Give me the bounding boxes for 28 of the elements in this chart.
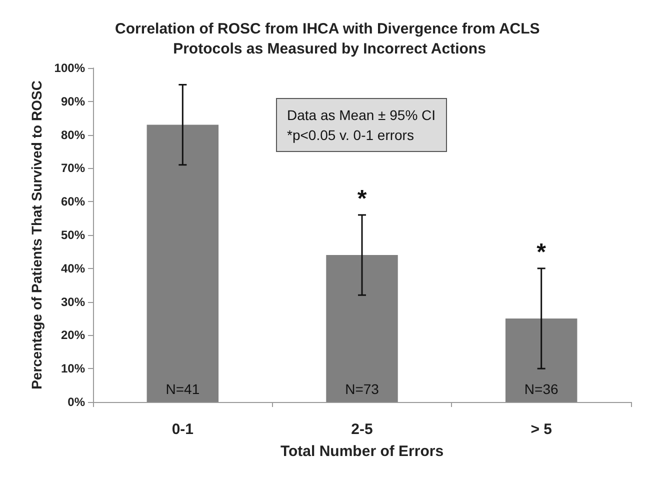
annotation: N=36	[524, 381, 558, 397]
annotation: *	[357, 185, 368, 212]
bar	[505, 318, 578, 402]
annotation: *	[536, 238, 547, 266]
y-tick-label: 0%	[68, 395, 86, 409]
annotation: N=41	[166, 381, 200, 397]
y-axis-title: Percentage of Patients That Survived to ROSC	[28, 80, 44, 390]
y-tick-label: 40%	[60, 261, 86, 276]
annotation: *p<0.05 v. 0-1 errors	[287, 126, 415, 145]
bar	[146, 124, 219, 402]
y-tick-label: 10%	[60, 362, 86, 376]
annotation: N=73	[345, 381, 380, 397]
bar	[326, 255, 398, 402]
x-tick-label: > 5	[530, 421, 552, 438]
x-tick-label: 0-1	[172, 421, 194, 438]
y-tick-label: 70%	[60, 161, 86, 176]
y-tick-label: 90%	[60, 94, 86, 108]
chart-title: Correlation of ROSC from IHCA with Divergence from ACLS Protocols as Measured by Incorrect Actions	[115, 20, 544, 58]
y-tick-label: 80%	[60, 128, 86, 142]
note-box: Data as Mean ± 95% CI *p<0.05 v. 0-1 errors	[276, 98, 447, 152]
y-tick-label: 30%	[60, 294, 86, 309]
x-tick-label: 2-5	[351, 421, 373, 438]
y-tick-label: 100%	[54, 61, 86, 75]
y-tick-label: 20%	[60, 328, 86, 342]
y-tick-label: 60%	[60, 194, 86, 209]
x-axis-title: Total Number of Errors	[280, 443, 444, 460]
annotation: Data as Mean ± 95% CI	[287, 106, 436, 125]
y-tick-label: 50%	[60, 228, 86, 242]
